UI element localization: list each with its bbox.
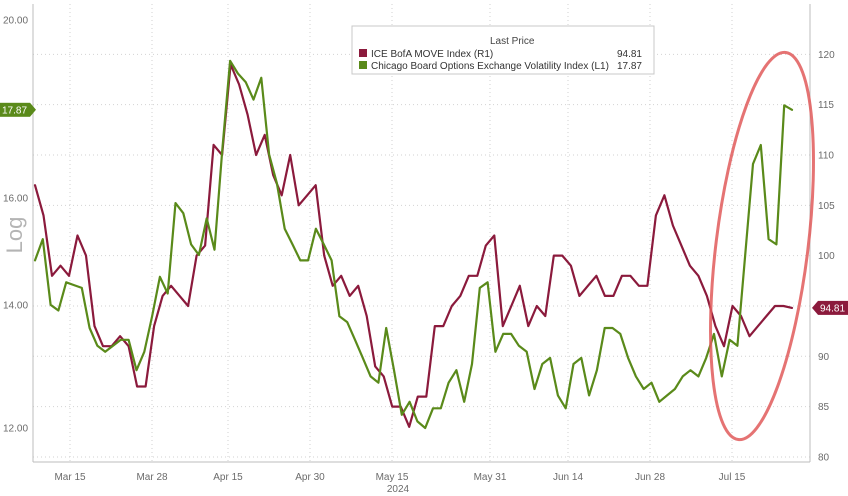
move-badge-pointer <box>812 300 818 315</box>
right-tick-label: 85 <box>818 402 830 413</box>
axes-layer: 8085909510010511011512012.0014.0016.0020… <box>0 4 848 495</box>
vix-badge-label: 17.87 <box>2 105 27 116</box>
right-tick-label: 105 <box>818 201 835 212</box>
right-tick-label: 110 <box>818 150 834 161</box>
x-tick-label: May 15 <box>376 472 409 483</box>
left-tick-label: 16.00 <box>3 194 28 205</box>
legend-label-vix: Chicago Board Options Exchange Volatilit… <box>371 61 609 72</box>
legend-box <box>351 25 655 75</box>
vix-line <box>33 59 794 430</box>
x-tick-label: May 31 <box>474 472 507 483</box>
right-tick-label: 120 <box>818 50 835 61</box>
vix-last-badge <box>0 102 30 117</box>
highlight-circle <box>709 50 815 442</box>
x-tick-label: Mar 28 <box>136 472 168 483</box>
right-tick-label: 100 <box>818 251 835 262</box>
move-badge-label: 94.81 <box>820 303 845 314</box>
legend-swatch-vix <box>359 61 367 69</box>
legend-title: Last Price <box>490 36 535 47</box>
right-tick-label: 80 <box>818 452 830 463</box>
move-index-line <box>33 63 794 428</box>
x-tick-label: Jul 15 <box>719 472 746 483</box>
highlight-layer <box>709 50 815 442</box>
legend: Last Price ICE BofA MOVE Index (R1) 94.8… <box>351 25 655 75</box>
left-tick-label: 20.00 <box>3 15 28 26</box>
move-last-badge <box>818 300 848 315</box>
x-tick-label: Jun 14 <box>553 472 583 483</box>
left-tick-label: 14.00 <box>3 300 28 311</box>
legend-label-move: ICE BofA MOVE Index (R1) <box>371 49 493 60</box>
legend-value-move: 94.81 <box>617 49 642 60</box>
left-tick-label: 12.00 <box>3 423 28 434</box>
x-tick-label: Jun 28 <box>635 472 665 483</box>
vix-badge-pointer <box>30 102 36 117</box>
x-year-label: 2024 <box>387 484 410 495</box>
legend-swatch-move <box>359 49 367 57</box>
x-tick-label: Apr 15 <box>213 472 243 483</box>
right-tick-label: 90 <box>818 352 830 363</box>
right-tick-label: 115 <box>818 100 834 111</box>
left-axis-title: Log <box>2 217 27 254</box>
x-tick-label: Apr 30 <box>295 472 325 483</box>
series-layer <box>33 59 794 430</box>
x-tick-label: Mar 15 <box>54 472 86 483</box>
legend-value-vix: 17.87 <box>617 61 642 72</box>
